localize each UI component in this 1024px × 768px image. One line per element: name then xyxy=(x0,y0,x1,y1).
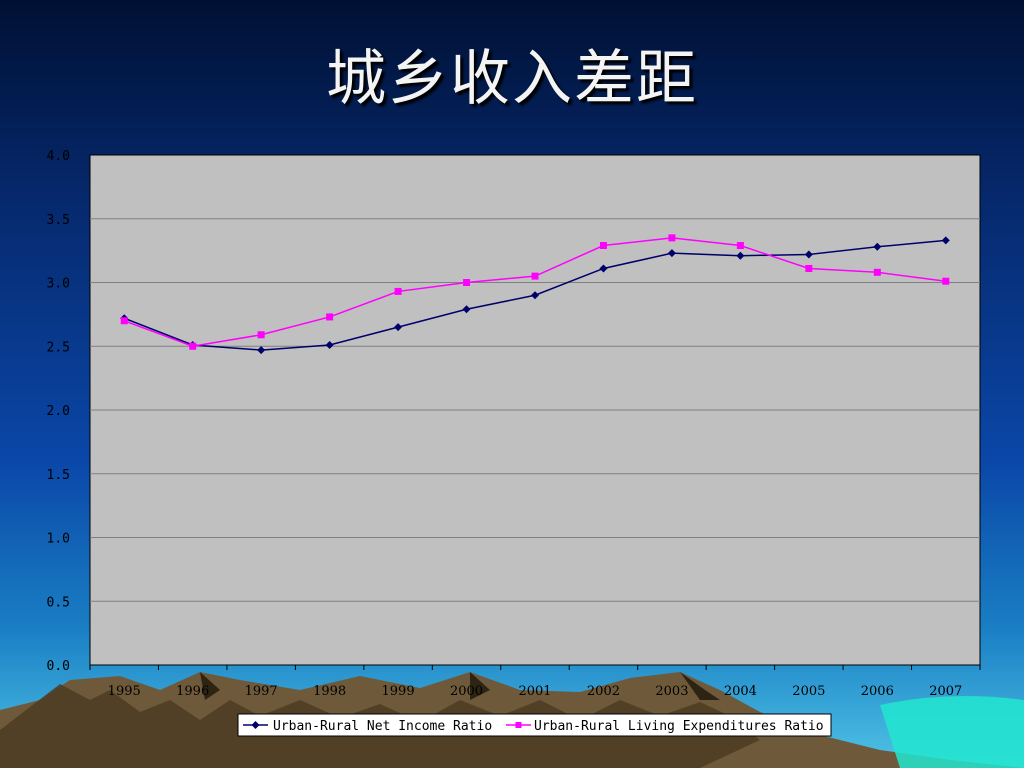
data-point xyxy=(942,277,950,285)
data-point xyxy=(257,331,265,339)
data-point xyxy=(462,305,471,314)
data-point xyxy=(189,342,197,350)
y-tick-label: 1.5 xyxy=(47,468,70,483)
data-point xyxy=(120,317,128,325)
legend-label-income: Urban-Rural Net Income Ratio xyxy=(273,719,492,734)
series-layer xyxy=(120,234,950,355)
y-tick-label: 4.0 xyxy=(47,149,70,164)
data-point xyxy=(599,264,608,273)
data-point xyxy=(257,346,266,355)
y-tick-label: 2.0 xyxy=(47,404,70,419)
data-point xyxy=(394,287,402,295)
x-tick-label: 1995 xyxy=(108,684,141,699)
legend: Urban-Rural Net Income Ratio Urban-Rural… xyxy=(237,713,832,737)
data-point xyxy=(667,249,676,258)
x-tick-label: 2006 xyxy=(861,684,894,699)
x-tick-label: 1996 xyxy=(176,684,209,699)
data-point xyxy=(599,242,607,250)
y-tick-label: 3.0 xyxy=(47,277,70,292)
x-tick-label: 1998 xyxy=(313,684,346,699)
y-tick-label: 0.5 xyxy=(47,595,70,610)
gridlines xyxy=(90,218,980,602)
y-axis: 0.0 0.5 1.0 1.5 2.0 2.5 3.0 3.5 4.0 xyxy=(47,149,70,674)
legend-box xyxy=(237,713,832,737)
slide-title: 城乡收入差距 xyxy=(326,44,698,114)
data-point xyxy=(941,236,950,245)
x-tick-label: 2001 xyxy=(518,684,551,699)
data-point xyxy=(873,268,881,276)
data-point xyxy=(805,264,813,272)
x-axis: 1995 1996 1997 1998 1999 2000 2001 2002 2003 2004… xyxy=(89,665,981,699)
x-tick-label: 2004 xyxy=(724,684,757,699)
x-tick-label: 2007 xyxy=(929,684,962,699)
data-point xyxy=(531,272,539,280)
x-tick-label: 2005 xyxy=(792,684,825,699)
data-point xyxy=(804,250,813,259)
y-tick-label: 2.5 xyxy=(47,340,70,355)
data-point xyxy=(394,323,403,332)
x-tick-label: 1997 xyxy=(245,684,278,699)
legend-label-expenditure: Urban-Rural Living Expenditures Ratio xyxy=(534,719,824,734)
data-point xyxy=(531,291,539,300)
y-tick-label: 0.0 xyxy=(47,659,70,674)
data-point xyxy=(668,234,676,242)
x-tick-label: 2002 xyxy=(587,684,620,699)
x-tick-label: 1999 xyxy=(382,684,415,699)
x-tick-label: 2000 xyxy=(450,684,483,699)
y-tick-label: 3.5 xyxy=(47,213,70,228)
x-tick-label: 2003 xyxy=(655,684,688,699)
data-point xyxy=(463,279,471,286)
data-point xyxy=(873,242,882,251)
data-point xyxy=(326,313,334,321)
data-point xyxy=(736,242,744,250)
legend-marker-expenditure xyxy=(515,722,522,728)
series-expenditure xyxy=(120,234,950,350)
legend-marker-income xyxy=(251,721,260,729)
data-point xyxy=(736,251,745,260)
data-point xyxy=(325,340,334,349)
y-tick-label: 1.0 xyxy=(47,532,70,547)
